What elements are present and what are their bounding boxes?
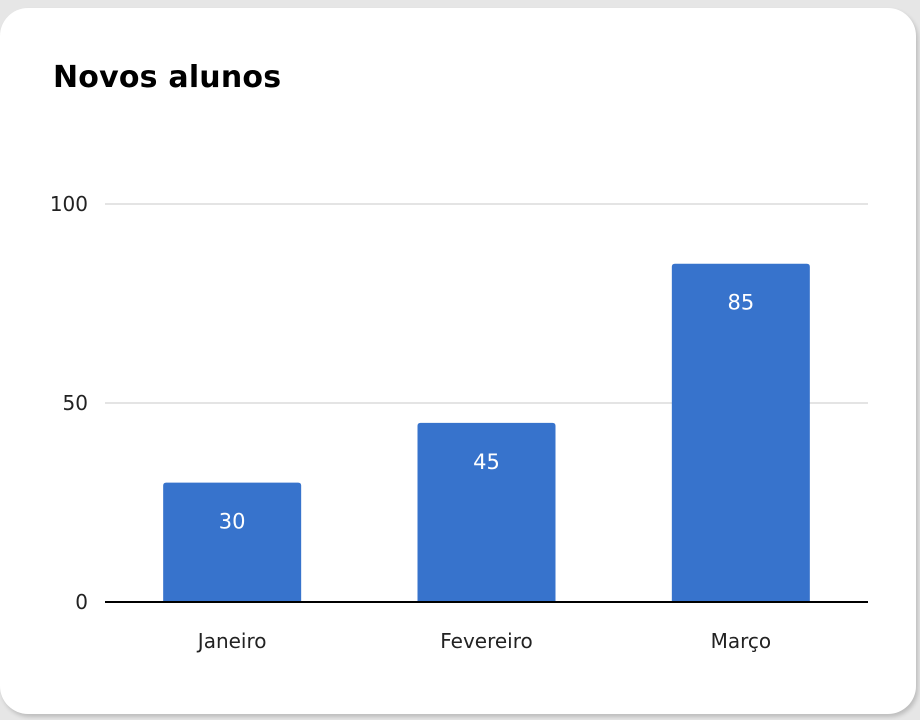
x-tick-label-fevereiro: Fevereiro: [440, 629, 533, 653]
data-label-janeiro: 30: [219, 510, 246, 534]
bar-fevereiro: [417, 422, 556, 602]
y-tick-label-0: 0: [75, 590, 88, 614]
y-tick-label-50: 50: [63, 391, 88, 415]
bar-março: [671, 263, 810, 602]
data-label-março: 85: [727, 291, 754, 315]
bar-layer: 30 45 85: [163, 263, 810, 602]
chart-title: Novos alunos: [53, 60, 282, 95]
x-tick-label-janeiro: Janeiro: [196, 629, 267, 653]
data-label-fevereiro: 45: [473, 450, 500, 474]
x-tick-label-março: Março: [711, 629, 772, 653]
y-tick-label-100: 100: [50, 192, 88, 216]
axis-layer: 0 50 100 Janeiro Fevereiro Março: [50, 192, 868, 653]
bar-janeiro: [163, 482, 302, 602]
